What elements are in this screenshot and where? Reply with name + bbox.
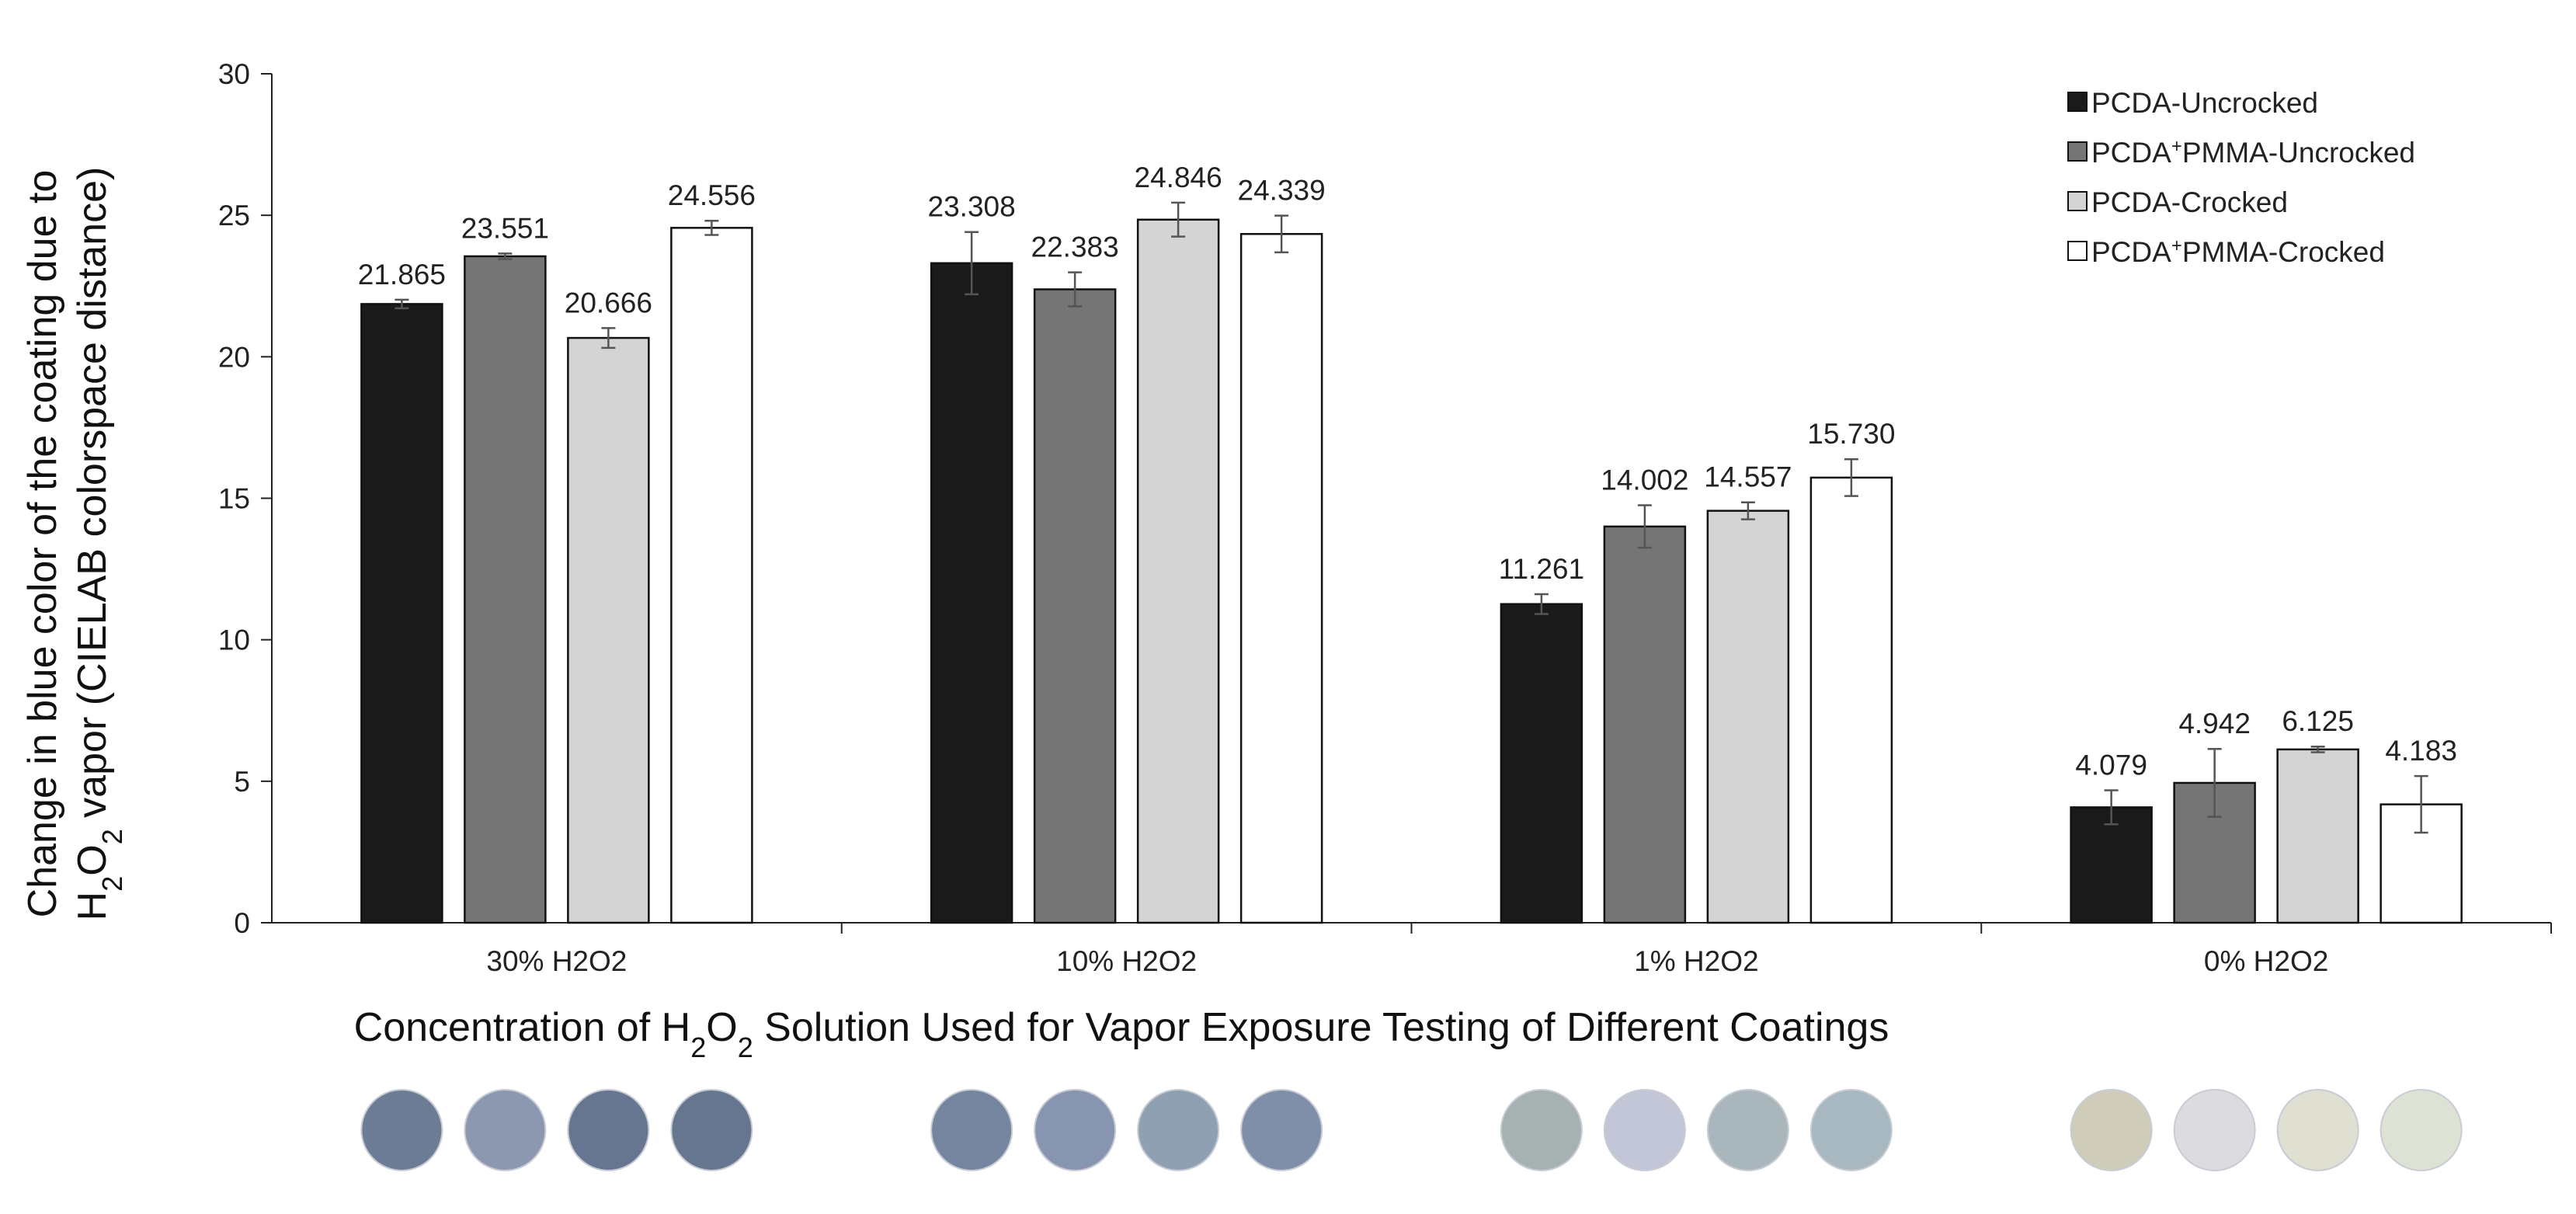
data-label: 22.383 bbox=[1031, 231, 1119, 263]
sample-swatch bbox=[1137, 1089, 1220, 1171]
data-label: 23.551 bbox=[461, 212, 549, 244]
legend-label: PCDA-Uncrocked bbox=[2091, 87, 2318, 119]
legend-swatch bbox=[2067, 241, 2088, 261]
x-tick-label: 10% H2O2 bbox=[1056, 945, 1197, 977]
y-tick-label: 20 bbox=[218, 341, 250, 373]
sample-photos bbox=[360, 1089, 2463, 1171]
data-label: 21.865 bbox=[358, 259, 446, 290]
bar bbox=[1136, 218, 1220, 924]
y-tick-label: 30 bbox=[218, 58, 250, 90]
data-label: 20.666 bbox=[565, 287, 652, 318]
y-tick-label: 5 bbox=[234, 766, 250, 798]
bar bbox=[2276, 748, 2359, 924]
x-axis-title: Concentration of H2O2 Solution Used for … bbox=[354, 1005, 1889, 1063]
bar bbox=[464, 255, 547, 924]
data-label: 4.079 bbox=[2075, 750, 2147, 781]
y-tick-label: 25 bbox=[218, 200, 250, 231]
legend-label: PCDA+PMMA-Crocked bbox=[2091, 235, 2385, 269]
legend-label: PCDA+PMMA-Uncrocked bbox=[2091, 136, 2415, 169]
y-tick-label: 10 bbox=[218, 624, 250, 656]
sample-swatch bbox=[1500, 1089, 1583, 1171]
data-label: 15.730 bbox=[1807, 418, 1895, 450]
bar bbox=[1603, 525, 1687, 924]
x-tick-label: 30% H2O2 bbox=[486, 945, 627, 977]
y-axis-title-line1: Change in blue color of the coating due … bbox=[20, 170, 65, 918]
bar bbox=[670, 227, 753, 924]
y-tick-label: 0 bbox=[234, 907, 250, 939]
sample-swatch bbox=[1603, 1089, 1686, 1171]
bar bbox=[1239, 232, 1323, 924]
legend: PCDA-Uncrocked PCDA+PMMA-Uncrocked PCDA-Cr… bbox=[2067, 87, 2415, 269]
x-tick-label: 1% H2O2 bbox=[1634, 945, 1758, 977]
data-label: 6.125 bbox=[2282, 705, 2354, 737]
data-label: 4.183 bbox=[2385, 735, 2457, 767]
plot-area: 0 5 10 15 20 25 30 30% H2O2 21.865 23.551 20.666 24… bbox=[218, 58, 2552, 977]
legend-swatch bbox=[2067, 141, 2088, 162]
sample-swatch bbox=[2276, 1089, 2359, 1171]
y-axis-title-line2: H2O2 vapor (CIELAB colorspace distance) bbox=[70, 167, 128, 921]
sample-swatch bbox=[2380, 1089, 2463, 1171]
data-label: 11.261 bbox=[1499, 553, 1584, 585]
data-label: 4.942 bbox=[2178, 708, 2251, 739]
sample-swatch bbox=[1034, 1089, 1117, 1171]
bar bbox=[1500, 603, 1583, 924]
sample-swatch bbox=[360, 1089, 443, 1171]
bar bbox=[1706, 510, 1790, 924]
data-label: 23.308 bbox=[928, 191, 1016, 223]
y-axis-title: Change in blue color of the coating due … bbox=[20, 167, 128, 921]
data-label: 24.339 bbox=[1238, 175, 1326, 207]
x-tick-label: 0% H2O2 bbox=[2204, 945, 2328, 977]
data-label: 14.557 bbox=[1704, 461, 1792, 493]
sample-swatch bbox=[670, 1089, 753, 1171]
sample-swatch bbox=[1240, 1089, 1323, 1171]
data-label: 24.556 bbox=[668, 179, 756, 211]
sample-swatch bbox=[930, 1089, 1013, 1171]
bar bbox=[2070, 806, 2153, 924]
data-label: 14.002 bbox=[1601, 464, 1688, 496]
data-label: 24.846 bbox=[1135, 162, 1222, 193]
bar bbox=[567, 336, 650, 924]
sample-swatch bbox=[1809, 1089, 1893, 1171]
bar bbox=[1033, 288, 1117, 924]
sample-swatch bbox=[567, 1089, 650, 1171]
sample-swatch bbox=[464, 1089, 547, 1171]
legend-swatch bbox=[2067, 92, 2088, 112]
legend-label: PCDA-Crocked bbox=[2091, 186, 2288, 218]
bar bbox=[360, 303, 443, 924]
y-tick-label: 15 bbox=[218, 483, 250, 515]
sample-swatch bbox=[2173, 1089, 2256, 1171]
legend-swatch bbox=[2067, 191, 2088, 211]
sample-swatch bbox=[2070, 1089, 2153, 1171]
bar bbox=[930, 262, 1013, 924]
sample-swatch bbox=[1706, 1089, 1789, 1171]
bar bbox=[1809, 476, 1893, 924]
